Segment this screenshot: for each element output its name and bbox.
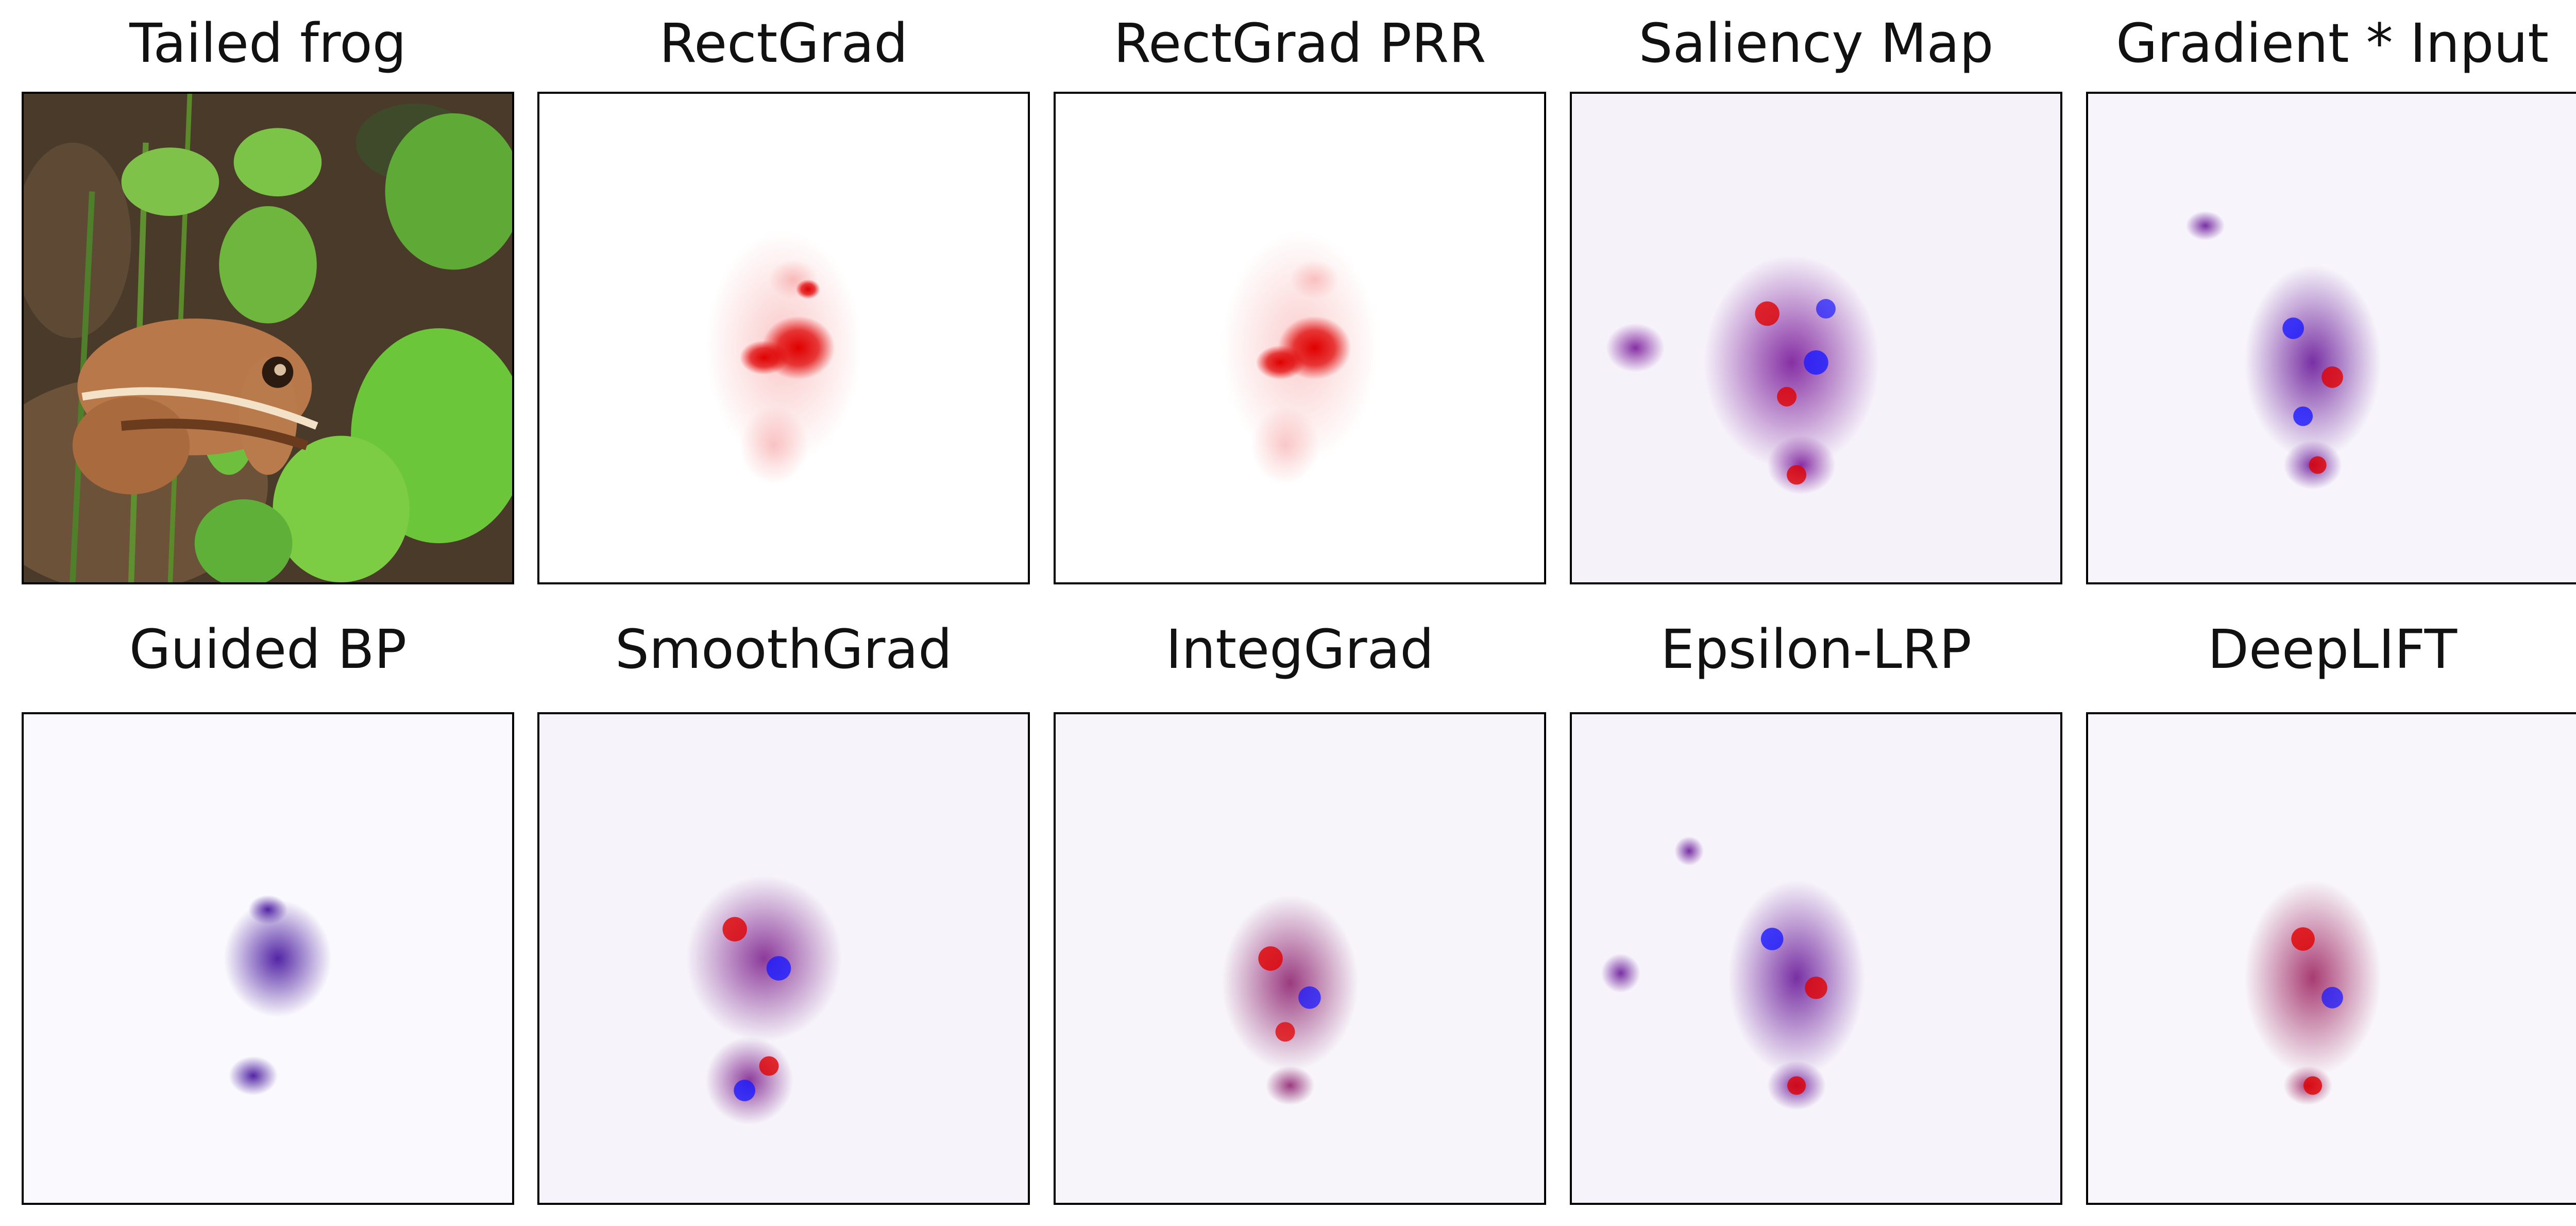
panel-title: Saliency Map xyxy=(1638,12,1994,75)
panel-title: Gradient * Input xyxy=(2115,12,2549,75)
attribution-heatmap xyxy=(1572,714,2060,1203)
panel-title: IntegGrad xyxy=(1165,618,1434,681)
panel-title: DeepLIFT xyxy=(2207,618,2458,681)
attribution-map xyxy=(1570,92,2062,584)
frog-photo-illustration xyxy=(24,94,512,582)
attribution-map xyxy=(537,712,1030,1205)
attribution-map xyxy=(2086,92,2576,584)
attribution-heatmap xyxy=(539,714,1028,1203)
input-photo xyxy=(22,92,514,584)
attribution-map xyxy=(537,92,1030,584)
attribution-heatmap xyxy=(24,714,512,1203)
attribution-map xyxy=(1054,712,1546,1205)
attribution-map xyxy=(2086,712,2576,1205)
panel-title: Tailed frog xyxy=(129,12,406,75)
attribution-heatmap xyxy=(2088,94,2576,582)
attribution-map xyxy=(1570,712,2062,1205)
attribution-map xyxy=(1054,92,1546,584)
panel-title: Epsilon-LRP xyxy=(1660,618,1972,681)
panel-title: RectGrad xyxy=(659,12,908,75)
attribution-heatmap xyxy=(705,230,862,485)
attribution-heatmap xyxy=(1572,94,2060,582)
attribution-heatmap xyxy=(2088,714,2576,1203)
attribution-map xyxy=(22,712,514,1205)
panel-title: RectGrad PRR xyxy=(1113,12,1486,75)
panel-title: SmoothGrad xyxy=(615,618,953,681)
attribution-heatmap xyxy=(1056,714,1544,1203)
attribution-heatmap xyxy=(1222,230,1378,485)
panel-title: Guided BP xyxy=(129,618,407,681)
